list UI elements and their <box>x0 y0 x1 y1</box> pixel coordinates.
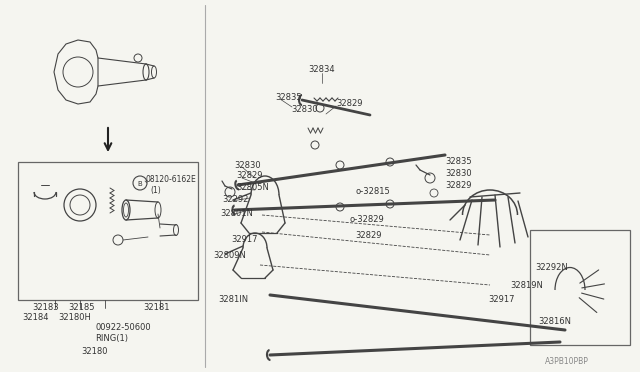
Text: 32816N: 32816N <box>538 317 571 327</box>
Text: B: B <box>138 181 142 187</box>
Text: 32292N: 32292N <box>535 263 568 273</box>
Text: 32292: 32292 <box>222 196 248 205</box>
Text: 32181: 32181 <box>144 304 170 312</box>
Text: A3PB10PBP: A3PB10PBP <box>545 357 589 366</box>
Text: 32829: 32829 <box>445 182 472 190</box>
Text: 32819N: 32819N <box>510 280 543 289</box>
Text: 32834: 32834 <box>308 65 335 74</box>
Text: 32830: 32830 <box>445 170 472 179</box>
Text: 32183: 32183 <box>33 304 60 312</box>
Text: 32917: 32917 <box>231 235 257 244</box>
Text: 32829: 32829 <box>355 231 381 240</box>
Bar <box>530 230 630 345</box>
Text: 32829: 32829 <box>236 171 262 180</box>
Text: 32830: 32830 <box>234 160 260 170</box>
Text: 32917: 32917 <box>488 295 515 305</box>
Text: 32801N: 32801N <box>220 208 253 218</box>
Text: 32180: 32180 <box>82 347 108 356</box>
Text: 32835: 32835 <box>275 93 301 102</box>
Text: 32185: 32185 <box>68 304 95 312</box>
Bar <box>18 162 198 300</box>
Text: o-32829: o-32829 <box>350 215 385 224</box>
Text: (1): (1) <box>150 186 161 195</box>
Text: o-32815: o-32815 <box>355 187 390 196</box>
Text: 32835: 32835 <box>445 157 472 167</box>
Text: 32829: 32829 <box>336 99 362 109</box>
Text: 32809N: 32809N <box>213 250 246 260</box>
Text: 32184: 32184 <box>22 314 49 323</box>
Text: 32180H: 32180H <box>58 314 91 323</box>
Text: 08120-6162E: 08120-6162E <box>145 176 196 185</box>
Text: 00922-50600: 00922-50600 <box>95 324 150 333</box>
Text: 32805N: 32805N <box>236 183 269 192</box>
Text: 3281IN: 3281IN <box>218 295 248 305</box>
Text: RING(1): RING(1) <box>95 334 128 343</box>
Text: 32830: 32830 <box>291 105 317 113</box>
